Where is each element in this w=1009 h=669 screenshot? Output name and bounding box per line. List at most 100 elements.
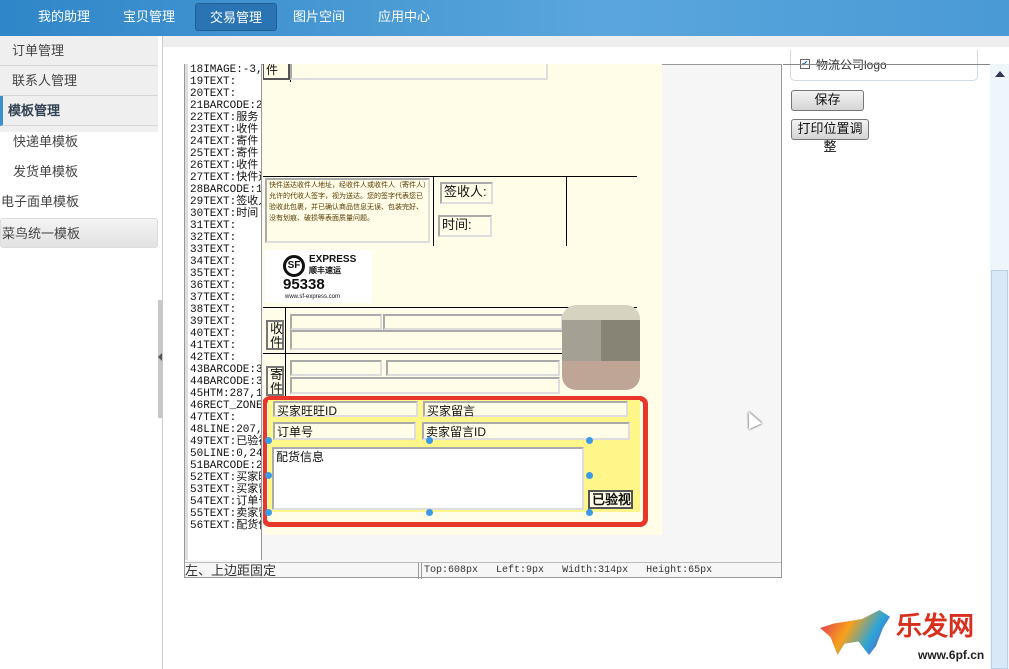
sf-express-logo[interactable]: SF EXPRESS 顺丰速运 95338 www.sf-express.com [265, 250, 372, 303]
print-position-button[interactable]: 打印位置调整 [791, 119, 869, 154]
element-list-item[interactable]: 24TEXT:寄件 [190, 136, 259, 148]
receiver-phone-field[interactable] [383, 314, 563, 330]
element-list-item[interactable]: 28BARCODE:17 [190, 184, 262, 196]
sidebar-item-express-template[interactable]: 快递单模板 [13, 134, 79, 149]
nav-tab-trade[interactable]: 交易管理 [195, 3, 277, 31]
element-list-item[interactable]: 39TEXT: [190, 316, 237, 328]
element-list-item[interactable]: 50LINE:0,244 [190, 448, 262, 460]
picking-info-field[interactable]: 配货信息 [272, 447, 584, 510]
receiver-name-field[interactable] [290, 314, 382, 330]
element-list-item[interactable]: 18IMAGE:-3,4 [190, 64, 262, 76]
element-list-item[interactable]: 47TEXT: [190, 412, 237, 424]
element-list-item[interactable]: 32TEXT: [190, 232, 237, 244]
element-list-item[interactable]: 46RECT_ZONE: [190, 400, 262, 412]
sf-logo-icon: SF [283, 255, 305, 277]
sidebar-item-cainiao-template[interactable]: 菜鸟统一模板 [0, 218, 158, 248]
resize-handle[interactable] [265, 472, 272, 479]
element-list-item[interactable]: 27TEXT:快件送 [190, 172, 262, 184]
nav-tab-items[interactable]: 宝贝管理 [122, 9, 175, 24]
resize-handle[interactable] [426, 437, 433, 444]
nav-tab-apps[interactable]: 应用中心 [377, 9, 430, 24]
element-list-item[interactable]: 48LINE:207,4 [190, 424, 262, 436]
element-list-item[interactable]: 42TEXT: [190, 352, 237, 364]
element-list-item[interactable]: 25TEXT:寄件 [190, 148, 259, 160]
element-list-item[interactable]: 26TEXT:收件 [190, 160, 259, 172]
receiver-label[interactable]: 收件 [266, 320, 284, 350]
element-list[interactable]: 18IMAGE:-3,4 19TEXT: 20TEXT: 21BARCODE:28 22… [185, 64, 262, 560]
sender-name-field[interactable] [290, 360, 382, 376]
element-list-item[interactable]: 37TEXT: [190, 292, 237, 304]
sidebar-item-orders[interactable]: 订单管理 [0, 36, 158, 66]
element-list-item[interactable]: 51BARCODE:26 [190, 460, 262, 472]
element-list-item[interactable]: 34TEXT: [190, 256, 237, 268]
element-list-item[interactable]: 55TEXT:卖家留 [190, 508, 262, 520]
sender-label[interactable]: 寄件 [266, 366, 284, 396]
element-list-item[interactable]: 31TEXT: [190, 220, 237, 232]
inspected-label[interactable]: 已验视 [588, 490, 633, 509]
position-info: Top:608px Left:9px Width:314px Height:65… [421, 563, 781, 579]
element-list-item[interactable]: 29TEXT:签收人 [190, 196, 262, 208]
sidebar-collapse-handle[interactable] [158, 300, 163, 418]
template-canvas[interactable]: 件 快件送达收件人地址，经收件人或收件人（寄件人）允许的代收人签字，视为送达。您… [263, 64, 662, 535]
element-list-item[interactable]: 44BARCODE:30 [190, 376, 262, 388]
element-list-item[interactable]: 49TEXT:已验视 [190, 436, 262, 448]
element-list-item[interactable]: 22TEXT:服务 [190, 112, 259, 124]
element-list-item[interactable]: 33TEXT: [190, 244, 237, 256]
sender-phone-field[interactable] [386, 360, 560, 376]
element-list-item[interactable]: 54TEXT:订单号 [190, 496, 262, 508]
element-list-item[interactable]: 21BARCODE:28 [190, 100, 262, 112]
receiver-address-field[interactable] [290, 330, 564, 350]
logo-checkbox-label: 物流公司logo [816, 58, 887, 72]
buyer-wangwang-field[interactable]: 买家旺旺ID [273, 401, 418, 418]
sidebar-item-contacts[interactable]: 联系人管理 [0, 66, 158, 96]
sidebar: 订单管理 联系人管理 模板管理 快递单模板 发货单模板 电子面单模板 菜鸟统一模… [0, 36, 160, 669]
element-list-item[interactable]: 52TEXT:买家旺 [190, 472, 262, 484]
sign-notice[interactable]: 快件送达收件人地址，经收件人或收件人（寄件人）允许的代收人签字，视为送达。您的签… [265, 178, 430, 243]
resize-handle[interactable] [586, 437, 593, 444]
margin-mode: 左、上边距固定 [185, 563, 419, 579]
element-list-item[interactable]: 23TEXT:收件 [190, 124, 259, 136]
scrollbar-thumb[interactable] [991, 270, 1008, 669]
resize-handle[interactable] [426, 509, 433, 516]
logo-option-box: ✔ 物流公司logo [790, 50, 978, 81]
resize-handle[interactable] [265, 509, 272, 516]
element-list-item[interactable]: 53TEXT:买家留 [190, 484, 262, 496]
element-list-item[interactable]: 56TEXT:配货信 [190, 520, 262, 532]
blurred-image[interactable] [562, 305, 640, 390]
sidebar-item-eorder-template[interactable]: 电子面单模板 [1, 194, 80, 209]
watermark-logo: 乐发网 www.6pf.cn [818, 600, 988, 665]
sidebar-item-templates[interactable]: 模板管理 [0, 96, 158, 126]
buyer-message-field[interactable]: 买家留言 [423, 401, 628, 418]
save-button[interactable]: 保存 [791, 90, 864, 111]
element-list-item[interactable]: 38TEXT: [190, 304, 237, 316]
sidebar-item-shipping-template[interactable]: 发货单模板 [13, 164, 79, 179]
element-list-item[interactable]: 30TEXT:时间: [190, 208, 262, 220]
selection-highlight [263, 396, 648, 527]
nav-tab-images[interactable]: 图片空间 [292, 9, 345, 24]
element-list-item[interactable]: 43BARCODE:30 [190, 364, 262, 376]
top-label[interactable]: 件 [263, 64, 290, 80]
bull-icon [820, 610, 890, 655]
nav-tab-assistant[interactable]: 我的助理 [37, 9, 90, 24]
scroll-up-icon[interactable] [995, 71, 1005, 77]
resize-handle[interactable] [586, 509, 593, 516]
element-list-item[interactable]: 36TEXT: [190, 280, 237, 292]
element-list-item[interactable]: 41TEXT: [190, 340, 237, 352]
element-list-item[interactable]: 19TEXT: [190, 76, 237, 88]
seller-message-field[interactable]: 卖家留言ID [422, 422, 630, 440]
selected-zone[interactable]: 买家旺旺ID 买家留言 订单号 卖家留言ID 配货信息 已验视 [268, 400, 640, 512]
time-label[interactable]: 时间: [438, 215, 492, 237]
collapse-arrow-icon [158, 353, 162, 361]
element-list-item[interactable]: 35TEXT: [190, 268, 237, 280]
sign-label[interactable]: 签收人: [440, 182, 493, 204]
element-list-item[interactable]: 20TEXT: [190, 88, 237, 100]
order-no-field[interactable]: 订单号 [273, 422, 416, 440]
resize-handle[interactable] [586, 472, 593, 479]
element-list-item[interactable]: 40TEXT: [190, 328, 237, 340]
sender-address-field[interactable] [290, 377, 560, 394]
status-bar: 左、上边距固定 Top:608px Left:9px Width:314px H… [185, 562, 781, 579]
resize-handle[interactable] [265, 437, 272, 444]
top-field[interactable] [290, 64, 548, 80]
element-list-item[interactable]: 45HTM:287,15 [190, 388, 262, 400]
top-nav: 我的助理 宝贝管理 交易管理 图片空间 应用中心 [0, 0, 1009, 36]
